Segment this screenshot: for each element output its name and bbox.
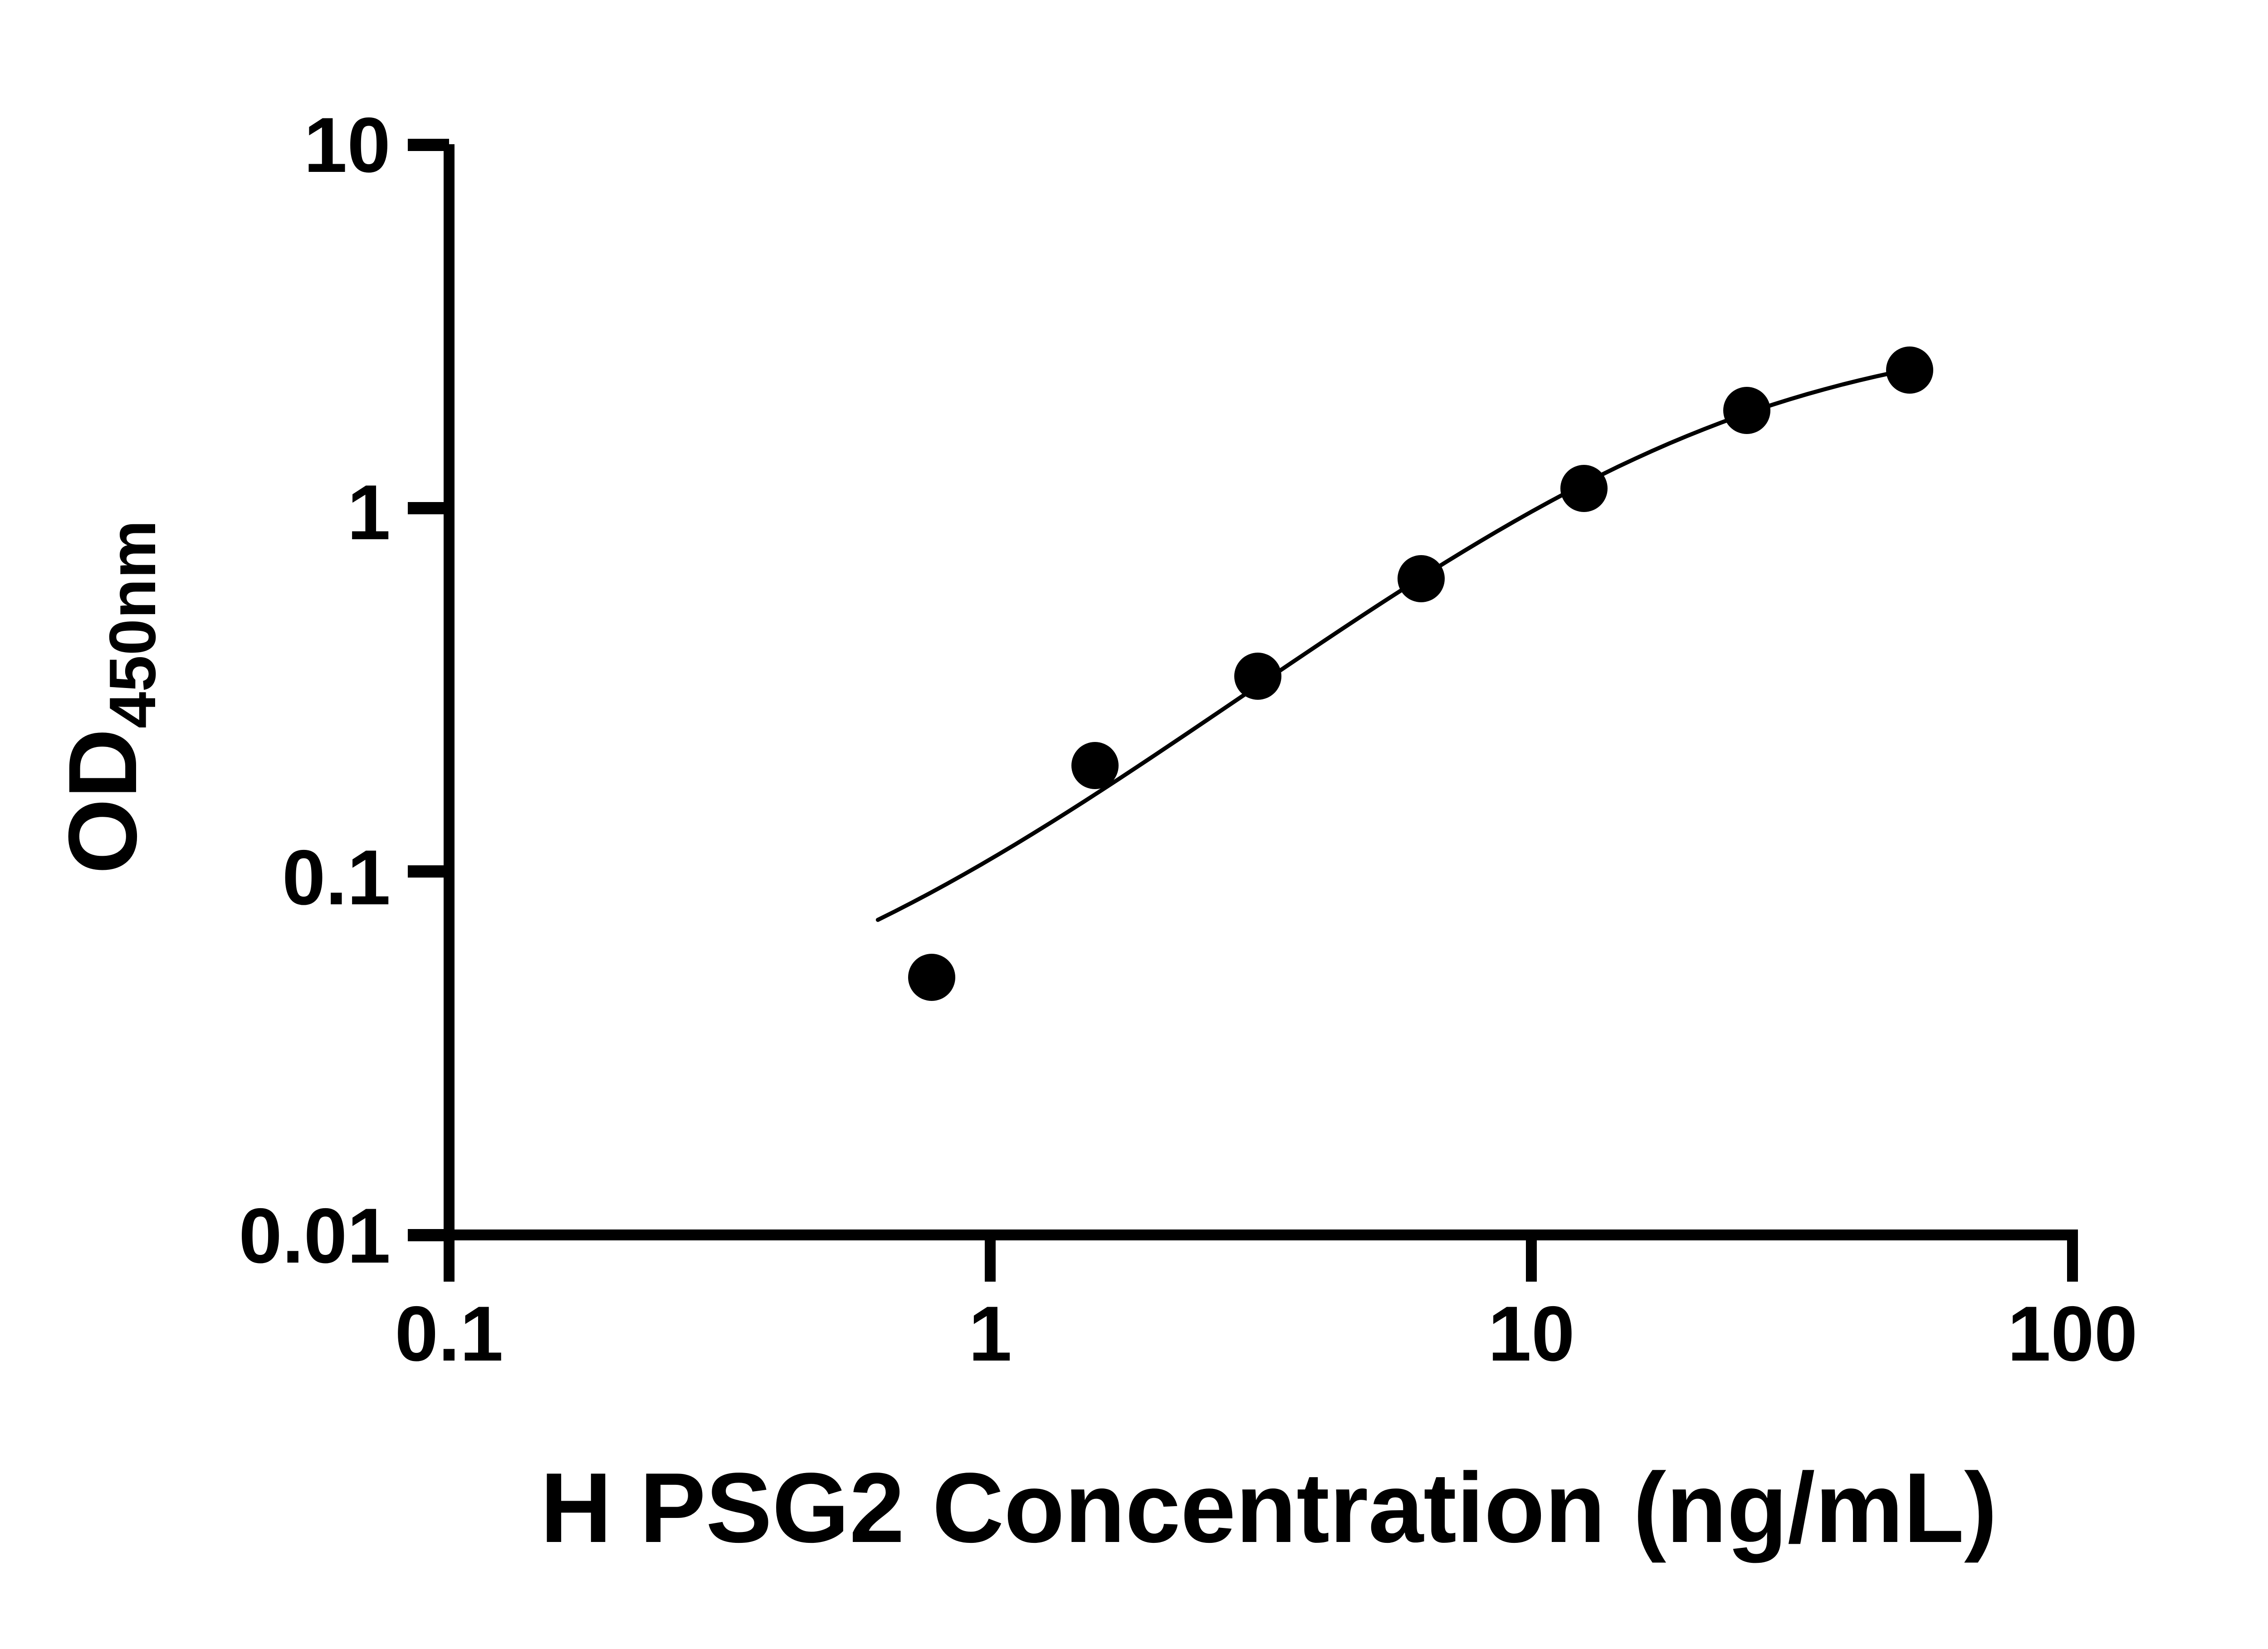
svg-text:10: 10 (1488, 1290, 1574, 1377)
svg-text:0.01: 0.01 (239, 1192, 391, 1279)
svg-text:100: 100 (2008, 1290, 2138, 1377)
svg-text:10: 10 (304, 102, 391, 189)
svg-text:H PSG2 Concentration (ng/mL): H PSG2 Concentration (ng/mL) (540, 1453, 1997, 1563)
svg-text:1: 1 (347, 469, 391, 556)
svg-text:1: 1 (968, 1290, 1012, 1377)
svg-text:0.1: 0.1 (282, 834, 391, 921)
svg-text:0.1: 0.1 (395, 1290, 503, 1377)
